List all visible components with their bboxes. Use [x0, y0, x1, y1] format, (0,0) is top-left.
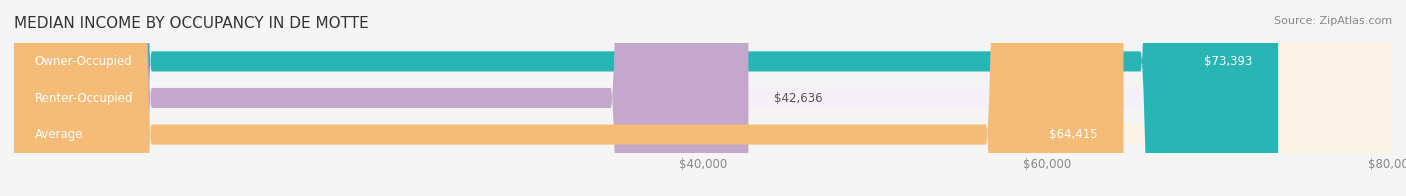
- FancyBboxPatch shape: [14, 0, 1392, 196]
- Text: Source: ZipAtlas.com: Source: ZipAtlas.com: [1274, 16, 1392, 26]
- Text: $73,393: $73,393: [1204, 55, 1253, 68]
- Text: $64,415: $64,415: [1049, 128, 1098, 141]
- FancyBboxPatch shape: [14, 0, 1392, 196]
- FancyBboxPatch shape: [14, 0, 1278, 196]
- Text: Owner-Occupied: Owner-Occupied: [35, 55, 132, 68]
- Text: $42,636: $42,636: [775, 92, 823, 104]
- FancyBboxPatch shape: [14, 0, 1392, 196]
- Text: Renter-Occupied: Renter-Occupied: [35, 92, 134, 104]
- FancyBboxPatch shape: [14, 0, 1123, 196]
- FancyBboxPatch shape: [14, 0, 748, 196]
- Text: MEDIAN INCOME BY OCCUPANCY IN DE MOTTE: MEDIAN INCOME BY OCCUPANCY IN DE MOTTE: [14, 16, 368, 31]
- Text: Average: Average: [35, 128, 83, 141]
